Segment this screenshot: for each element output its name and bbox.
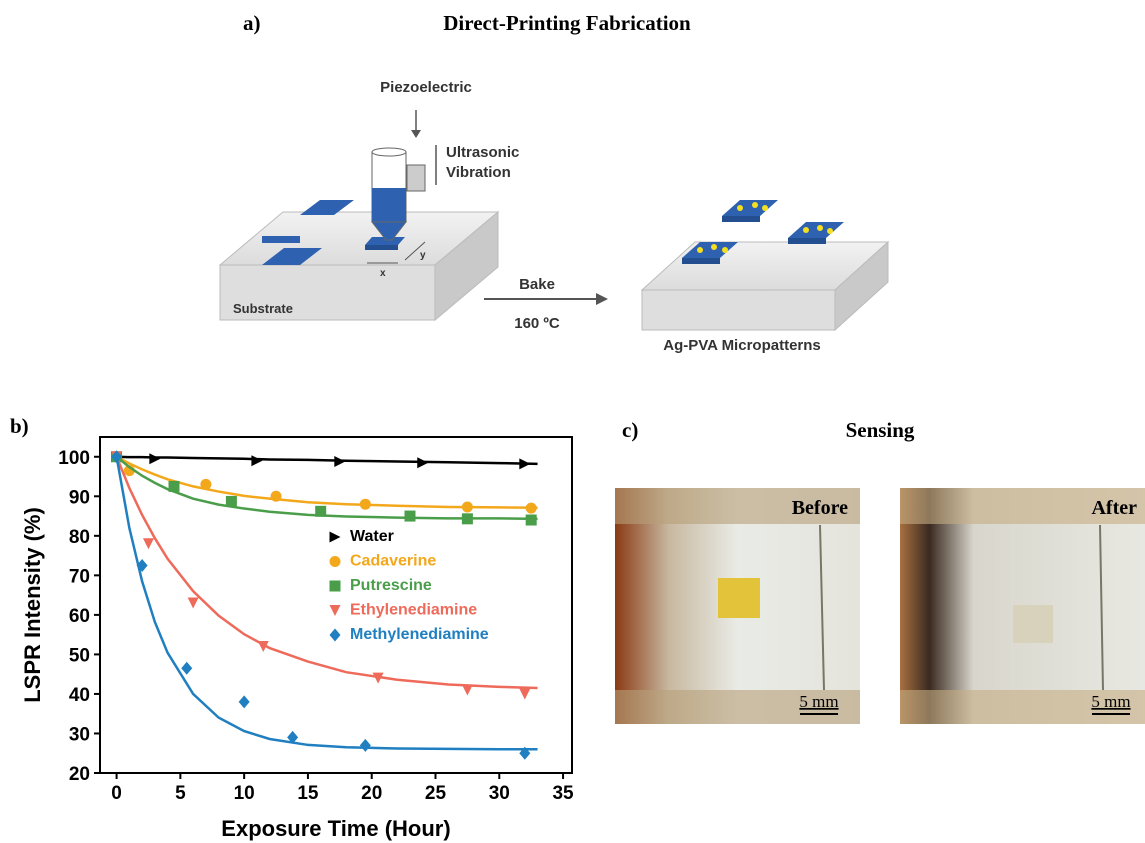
legend-marker	[330, 629, 341, 642]
x-tick-label: 5	[175, 783, 186, 804]
x-tick-label: 20	[361, 783, 382, 804]
data-point	[462, 501, 473, 512]
data-point	[181, 662, 192, 675]
y-tick-label: 60	[69, 606, 90, 627]
data-point	[149, 453, 160, 464]
diagram-label: 160 ºC	[514, 315, 560, 332]
y-tick-label: 50	[69, 645, 90, 666]
diagram-label: y	[420, 250, 426, 261]
legend-label: Cadaverine	[350, 553, 436, 570]
data-point	[519, 688, 530, 699]
data-point	[168, 481, 179, 492]
bake-arrow	[484, 293, 608, 305]
diagram-label: Substrate	[233, 301, 293, 316]
legend-marker	[330, 532, 341, 543]
x-tick-label: 35	[552, 783, 574, 804]
y-tick-label: 90	[69, 487, 90, 508]
data-point	[251, 455, 262, 466]
y-tick-label: 80	[69, 527, 90, 548]
diagram-label: Piezoelectric	[380, 79, 472, 96]
legend-marker	[330, 605, 341, 616]
data-point	[462, 684, 473, 695]
data-point	[526, 503, 537, 514]
scale-label: 5 mm	[799, 692, 838, 711]
panel-label: b)	[10, 414, 29, 438]
diagram-label: Ultrasonic	[446, 144, 519, 161]
diagram-label: Vibration	[446, 164, 511, 181]
fit-line	[117, 457, 538, 464]
data-point	[462, 513, 473, 524]
scale-label: 5 mm	[1091, 692, 1130, 711]
diagram-label: Ag-PVA Micropatterns	[663, 337, 821, 354]
fit-line	[117, 457, 538, 508]
data-point	[188, 598, 199, 609]
photo-before	[615, 488, 860, 724]
data-point	[360, 499, 371, 510]
y-tick-label: 100	[58, 448, 90, 469]
x-axis-title: Exposure Time (Hour)	[221, 816, 450, 841]
x-tick-label: 25	[425, 783, 447, 804]
photo-label: After	[1091, 497, 1137, 519]
photo-after	[900, 488, 1145, 724]
panel-title: Sensing	[846, 418, 915, 442]
x-tick-label: 30	[489, 783, 510, 804]
data-point	[526, 515, 537, 526]
x-tick-label: 15	[297, 783, 319, 804]
x-tick-label: 10	[234, 783, 255, 804]
panel-label: a)	[243, 11, 261, 35]
data-point	[143, 538, 154, 549]
x-tick-label: 0	[111, 783, 122, 804]
legend-label: Ethylenediamine	[350, 602, 477, 619]
legend-marker	[330, 556, 341, 567]
data-point	[404, 511, 415, 522]
y-tick-label: 20	[69, 764, 90, 785]
chart: 0 5 10 15 20 25 30 35 20 30 40 50 60 70 80 90 100 Water Ca…	[58, 448, 574, 804]
photo-label: Before	[792, 497, 848, 519]
y-tick-label: 30	[69, 724, 90, 745]
data-point	[519, 458, 530, 469]
panel-label: c)	[622, 418, 638, 442]
data-point	[226, 496, 237, 507]
diagram-label: x	[380, 268, 386, 279]
legend-label: Water	[350, 528, 394, 545]
figure: a) Direct-Printing Fabrication Piezoelec…	[0, 0, 1145, 843]
y-tick-label: 70	[69, 566, 90, 587]
diagram-label: Bake	[519, 276, 555, 293]
substrate-right	[642, 200, 888, 330]
legend-label: Putrescine	[350, 577, 432, 594]
fit-line	[117, 457, 538, 688]
legend-label: Methylenediamine	[350, 626, 489, 643]
data-point	[200, 479, 211, 490]
y-axis-title: LSPR Intensity (%)	[20, 507, 45, 703]
data-point	[334, 456, 345, 467]
data-point	[315, 506, 326, 517]
data-point	[239, 695, 250, 708]
legend-marker	[330, 581, 341, 592]
substrate-left	[220, 110, 498, 320]
y-tick-label: 40	[69, 685, 90, 706]
data-point	[417, 457, 428, 468]
panel-title: Direct-Printing Fabrication	[443, 11, 691, 35]
data-point	[271, 491, 282, 502]
fit-line	[117, 457, 538, 519]
data-point	[360, 739, 371, 752]
